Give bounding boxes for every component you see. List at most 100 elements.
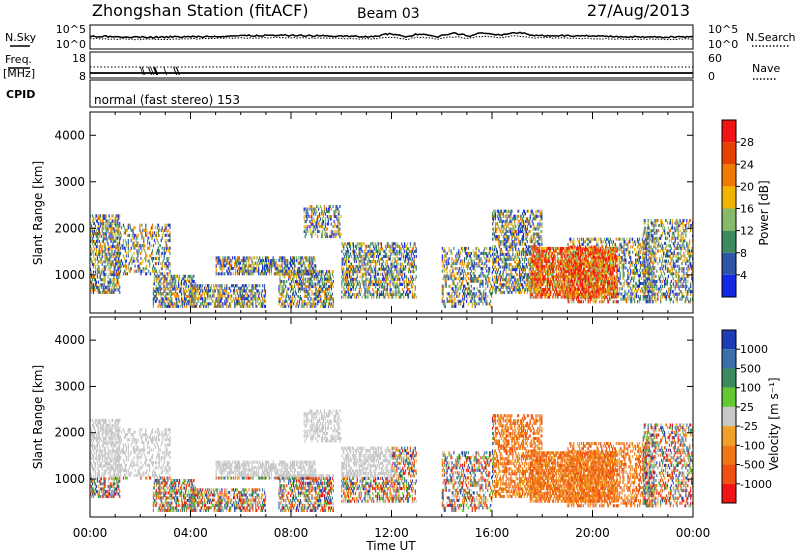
power-cell	[329, 235, 331, 239]
power-cell	[219, 256, 221, 260]
power-cell	[159, 244, 161, 248]
power-cell	[509, 245, 511, 249]
power-cell	[507, 285, 509, 289]
power-cell	[188, 297, 190, 301]
power-cell	[451, 299, 453, 303]
power-cell	[346, 254, 348, 259]
power-cell	[356, 267, 358, 271]
power-cell	[517, 273, 519, 277]
power-cell	[173, 284, 175, 288]
power-cell	[112, 242, 114, 246]
power-cell	[514, 240, 516, 244]
power-cell	[119, 236, 122, 240]
power-cell	[527, 278, 529, 282]
power-cell	[369, 293, 371, 297]
power-cell	[511, 283, 513, 287]
power-cell	[525, 245, 527, 249]
power-cell	[207, 302, 210, 306]
power-cell	[202, 302, 204, 306]
power-cell	[101, 255, 103, 259]
power-cell	[166, 259, 168, 263]
power-cell	[473, 287, 475, 291]
power-cell	[495, 229, 498, 234]
power-cell	[298, 270, 300, 274]
power-cell	[169, 264, 171, 268]
power-cell	[514, 232, 516, 236]
power-cell	[474, 264, 476, 268]
power-cell	[231, 258, 233, 263]
power-cell	[518, 240, 520, 244]
power-cell	[377, 252, 379, 256]
power-cell	[102, 216, 104, 220]
power-cell	[95, 250, 97, 254]
power-cell	[369, 282, 371, 286]
power-cell	[358, 270, 360, 274]
power-cell	[499, 283, 501, 287]
power-cell	[155, 294, 157, 298]
power-cell	[116, 272, 118, 276]
power-cell	[119, 290, 121, 294]
power-cell	[192, 282, 194, 286]
power-cell	[515, 265, 517, 269]
power-cell	[98, 288, 100, 292]
power-cell	[227, 256, 229, 260]
power-cell	[112, 244, 114, 249]
power-cell	[330, 282, 332, 286]
power-cell	[328, 235, 330, 239]
power-cell	[325, 287, 328, 291]
power-cell	[313, 256, 315, 260]
power-cell	[413, 249, 415, 253]
power-cell	[305, 294, 307, 298]
power-cell	[529, 222, 531, 226]
power-cell	[475, 254, 477, 258]
power-cell	[465, 294, 468, 298]
power-cell	[237, 302, 240, 306]
power-cell	[212, 299, 214, 303]
power-cell	[90, 229, 93, 233]
power-cell	[114, 285, 116, 289]
power-cell	[304, 289, 306, 294]
power-cell	[175, 289, 177, 293]
power-cell	[502, 278, 504, 282]
power-cell	[492, 257, 494, 261]
power-cell	[111, 232, 113, 236]
power-cell	[508, 285, 510, 289]
power-cell	[207, 294, 210, 298]
power-cell	[149, 244, 151, 248]
power-cell	[325, 227, 327, 231]
power-cell	[378, 285, 381, 289]
power-cell	[332, 235, 334, 239]
power-cell	[400, 257, 402, 261]
power-cell	[401, 275, 403, 279]
power-cell	[388, 275, 390, 279]
power-cell	[458, 249, 460, 253]
power-cell	[230, 258, 232, 263]
power-cell	[467, 292, 470, 296]
power-cell	[495, 247, 498, 251]
power-cell	[409, 262, 412, 266]
power-cell	[366, 252, 368, 256]
power-cell	[479, 259, 481, 263]
power-cell	[240, 304, 242, 308]
power-cell	[220, 264, 222, 268]
power-cell	[329, 294, 331, 298]
power-cell	[172, 282, 174, 286]
power-cell	[414, 242, 416, 246]
power-cell	[450, 251, 452, 255]
power-cell	[255, 284, 257, 288]
power-cell	[176, 294, 178, 298]
power-cell	[218, 299, 220, 303]
power-cell	[319, 270, 321, 274]
power-cell	[228, 291, 230, 295]
power-cell	[513, 217, 515, 221]
power-cell	[493, 235, 496, 239]
power-cell	[289, 282, 291, 286]
power-cell	[293, 282, 296, 286]
power-cell	[344, 254, 346, 259]
power-cell	[513, 285, 515, 289]
power-cell	[311, 232, 313, 236]
power-cell	[520, 255, 523, 259]
power-cell	[320, 277, 322, 281]
power-cell	[90, 267, 92, 271]
power-cell	[473, 279, 475, 283]
